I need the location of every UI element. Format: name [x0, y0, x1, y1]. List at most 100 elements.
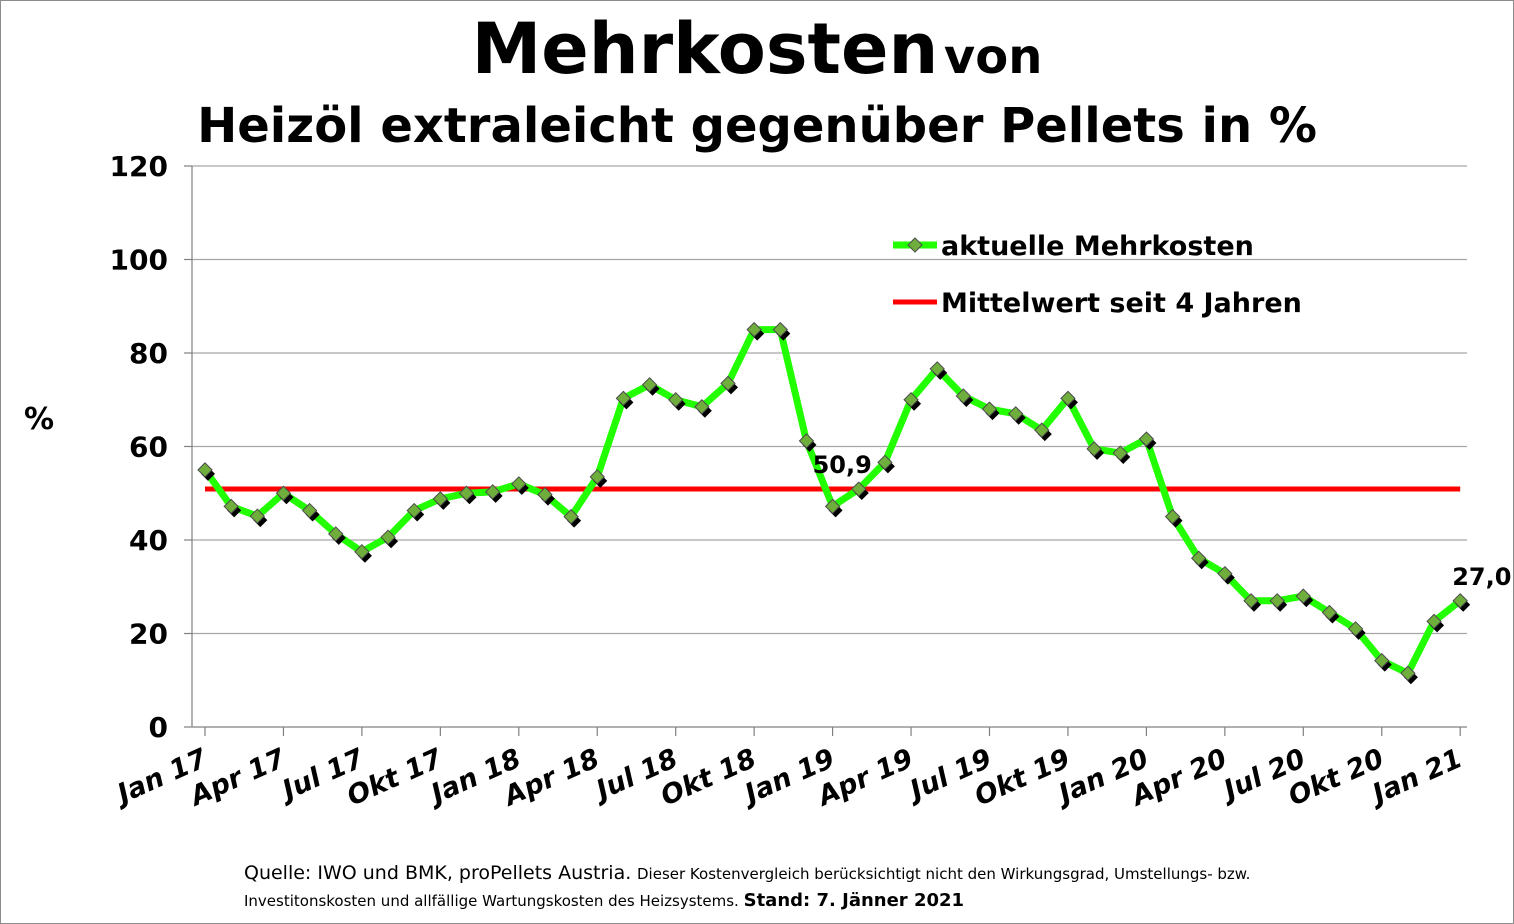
data-point: [1112, 445, 1131, 465]
data-point-marker: [1034, 422, 1050, 438]
footer-stand: Stand: 7. Jänner 2021: [743, 890, 965, 911]
data-point: [667, 392, 686, 411]
chart-title-main: Mehrkosten: [471, 8, 939, 90]
data-point: [223, 498, 242, 518]
y-tick-label: 20: [129, 618, 168, 651]
data-point-marker: [1138, 431, 1155, 447]
data-point-marker: [1190, 550, 1207, 566]
data-point: [301, 502, 320, 522]
data-point-marker: [1347, 621, 1364, 637]
data-point-marker: [380, 529, 396, 545]
data-point-marker: [197, 462, 213, 478]
y-axis-label: %: [24, 402, 55, 437]
data-point-marker: [1374, 652, 1390, 669]
data-point: [929, 361, 948, 380]
data-point-marker: [563, 508, 579, 525]
data-point: [1086, 441, 1105, 460]
legend: aktuelle Mehrkosten Mittelwert seit 4 Jah…: [893, 231, 1302, 319]
data-point: [458, 485, 477, 505]
data-point-marker: [301, 502, 318, 519]
y-tick-label: 40: [129, 524, 168, 557]
y-tick-label: 60: [129, 431, 168, 464]
data-point: [1295, 588, 1314, 608]
data-point: [1374, 652, 1392, 672]
data-point-marker: [641, 377, 658, 393]
chart-title-main-rest: von: [943, 29, 1043, 85]
data-point: [1164, 508, 1183, 528]
y-tick-label: 80: [129, 337, 168, 370]
data-point: [955, 388, 974, 408]
data-point-marker: [1400, 665, 1416, 681]
data-point: [1007, 406, 1026, 425]
data-point-marker: [1086, 441, 1102, 457]
legend-label-mean: Mittelwert seit 4 Jahren: [941, 288, 1302, 319]
data-point-marker: [406, 502, 422, 519]
data-point: [484, 484, 503, 503]
data-point: [1034, 422, 1052, 442]
data-point-marker: [1269, 593, 1285, 609]
data-point: [275, 485, 294, 505]
data-point-marker: [667, 392, 684, 408]
data-point-marker: [929, 361, 945, 377]
grid-lines: [192, 165, 1467, 635]
data-point-marker: [589, 469, 605, 485]
data-point: [563, 508, 582, 528]
data-point-marker: [1295, 588, 1312, 604]
annotations: 50,9 27,0: [813, 451, 1512, 591]
data-point-marker: [798, 433, 815, 449]
axes: [184, 165, 1467, 736]
data-point-marker: [249, 508, 266, 524]
data-point: [1347, 621, 1366, 640]
data-point-marker: [746, 321, 762, 338]
data-point: [1138, 431, 1157, 451]
data-point: [406, 502, 425, 522]
data-point: [511, 476, 529, 495]
data-point-marker: [511, 476, 527, 492]
data-point: [720, 375, 738, 395]
data-point: [772, 321, 791, 341]
data-point: [798, 433, 817, 452]
chart-subtitle: Heizöl extraleicht gegenüber Pellets in …: [197, 98, 1317, 154]
data-point-marker: [981, 401, 998, 417]
data-point: [354, 543, 372, 563]
data-point-marker: [484, 484, 501, 500]
data-point-marker: [877, 454, 893, 471]
data-point: [589, 469, 608, 488]
data-point: [694, 399, 712, 418]
y-tick-label: 120: [110, 150, 168, 183]
data-point: [641, 377, 660, 396]
data-point-marker: [458, 485, 475, 501]
data-point: [1321, 604, 1340, 624]
data-point-marker: [1112, 445, 1128, 461]
data-point-marker: [223, 498, 239, 515]
footer-note-1: Dieser Kostenvergleich berücksichtigt ni…: [637, 865, 1251, 883]
data-point-marker: [772, 321, 789, 338]
y-tick-label: 0: [149, 711, 168, 744]
data-point: [537, 486, 555, 506]
data-point-marker: [720, 375, 736, 392]
data-point: [1190, 550, 1209, 570]
data-point-marker: [432, 491, 449, 507]
data-point: [903, 392, 922, 411]
chart-title: Mehrkosten von: [0, 14, 1514, 84]
footer-note-2: Investitonskosten und allfällige Wartung…: [244, 892, 739, 910]
data-point: [1217, 565, 1235, 585]
data-point-marker: [615, 390, 632, 407]
data-point: [197, 462, 215, 481]
footer-source: Quelle: IWO und BMK, proPellets Austria.: [244, 862, 632, 884]
data-point: [1269, 593, 1288, 612]
legend-swatch-marker: [907, 237, 923, 253]
data-point: [746, 321, 765, 341]
data-point-marker: [537, 486, 553, 503]
data-point: [1243, 593, 1261, 612]
data-point-marker: [1007, 406, 1024, 422]
data-label: 50,9: [813, 451, 872, 479]
data-point: [615, 390, 634, 410]
data-point-marker: [851, 481, 867, 497]
data-point-marker: [354, 543, 370, 560]
data-label: 27,0: [1452, 563, 1511, 591]
data-point-marker: [824, 498, 841, 515]
data-point: [981, 401, 1000, 421]
